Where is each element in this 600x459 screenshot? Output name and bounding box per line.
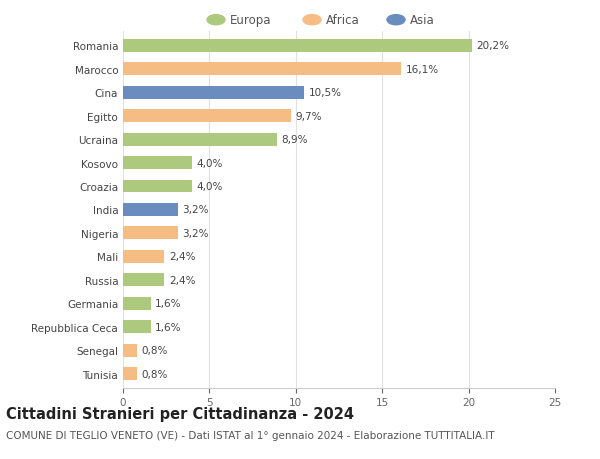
Text: 9,7%: 9,7%: [295, 112, 322, 121]
Text: 8,9%: 8,9%: [281, 135, 308, 145]
Text: 3,2%: 3,2%: [182, 229, 209, 238]
Bar: [123, 344, 137, 357]
Bar: [123, 227, 178, 240]
Text: 0,8%: 0,8%: [141, 369, 167, 379]
Text: Cittadini Stranieri per Cittadinanza - 2024: Cittadini Stranieri per Cittadinanza - 2…: [6, 406, 354, 421]
Bar: [123, 157, 192, 170]
Bar: [123, 297, 151, 310]
Bar: [123, 63, 401, 76]
Text: 10,5%: 10,5%: [309, 88, 342, 98]
Text: 3,2%: 3,2%: [182, 205, 209, 215]
Bar: [123, 110, 290, 123]
Text: 4,0%: 4,0%: [196, 158, 223, 168]
Text: Africa: Africa: [326, 14, 359, 27]
Text: Europa: Europa: [230, 14, 271, 27]
Text: 16,1%: 16,1%: [406, 65, 439, 74]
Text: 4,0%: 4,0%: [196, 182, 223, 191]
Bar: [123, 40, 472, 53]
Text: 2,4%: 2,4%: [169, 275, 195, 285]
Text: COMUNE DI TEGLIO VENETO (VE) - Dati ISTAT al 1° gennaio 2024 - Elaborazione TUTT: COMUNE DI TEGLIO VENETO (VE) - Dati ISTA…: [6, 431, 494, 441]
Bar: [123, 134, 277, 146]
Text: 2,4%: 2,4%: [169, 252, 195, 262]
Bar: [123, 203, 178, 217]
Bar: [123, 250, 164, 263]
Bar: [123, 320, 151, 333]
Text: 20,2%: 20,2%: [476, 41, 509, 51]
Bar: [123, 87, 304, 100]
Text: 1,6%: 1,6%: [155, 299, 181, 308]
Text: 1,6%: 1,6%: [155, 322, 181, 332]
Text: Asia: Asia: [410, 14, 434, 27]
Bar: [123, 274, 164, 286]
Bar: [123, 367, 137, 380]
Text: 0,8%: 0,8%: [141, 346, 167, 355]
Bar: [123, 180, 192, 193]
